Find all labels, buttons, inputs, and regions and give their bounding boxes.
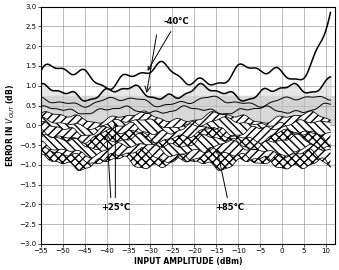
Bar — [41, 96, 335, 125]
X-axis label: INPUT AMPLITUDE (dBm): INPUT AMPLITUDE (dBm) — [134, 257, 242, 266]
Text: +85°C: +85°C — [215, 150, 244, 212]
Text: -40°C: -40°C — [148, 18, 189, 70]
Text: +25°C: +25°C — [101, 123, 130, 212]
Y-axis label: ERROR IN $V_{OUT}$ (dB): ERROR IN $V_{OUT}$ (dB) — [4, 84, 17, 167]
